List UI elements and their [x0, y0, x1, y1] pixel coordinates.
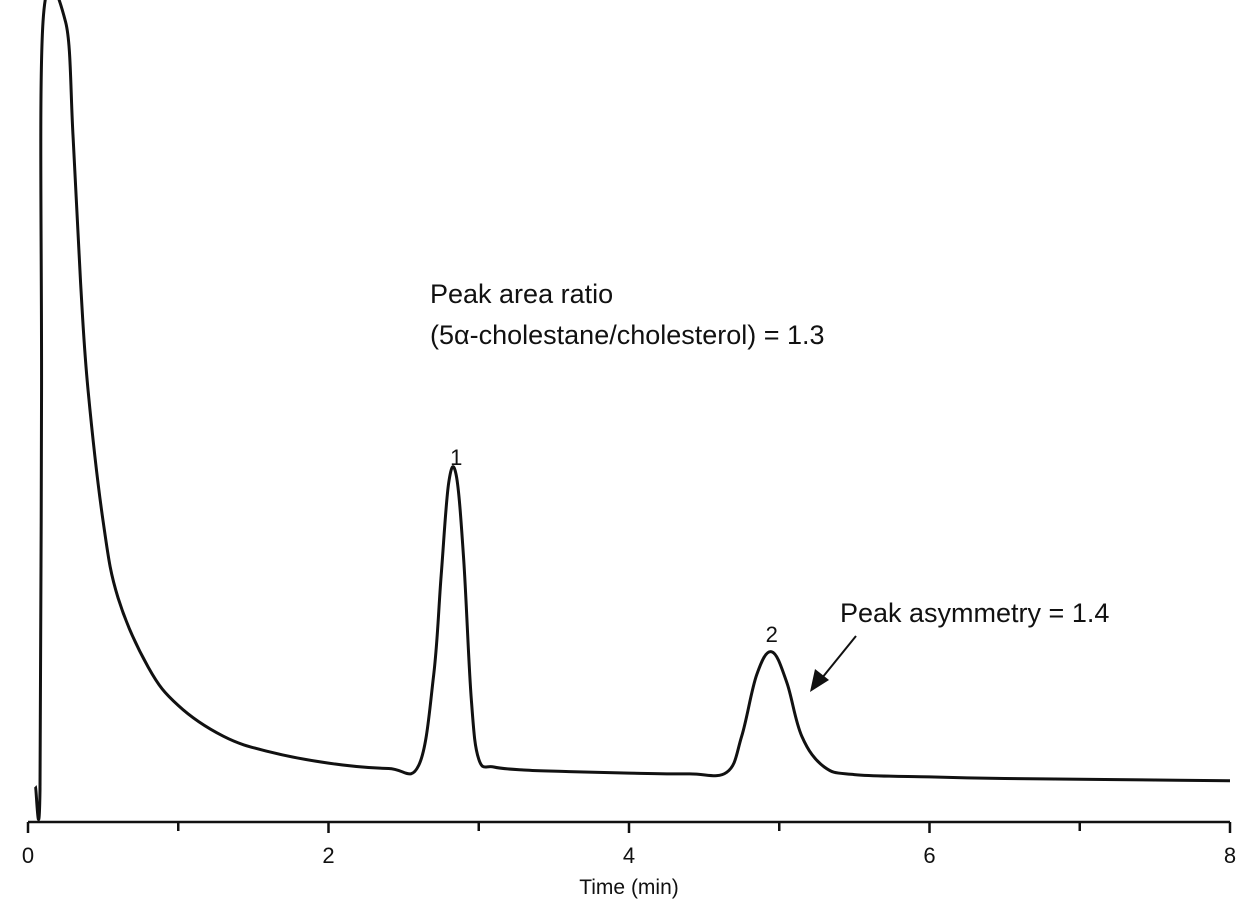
peak-label: 1 [450, 445, 462, 470]
x-tick-label: 4 [623, 843, 635, 868]
arrow-head [810, 669, 829, 692]
x-tick-label: 8 [1224, 843, 1236, 868]
x-tick-label: 6 [923, 843, 935, 868]
area-ratio-annotation-line2: (5α-cholestane/cholesterol) = 1.3 [430, 320, 825, 350]
series-line-0 [34, 0, 1231, 822]
asymmetry-annotation: Peak asymmetry = 1.4 [840, 598, 1109, 628]
asymmetry-arrow [810, 635, 857, 692]
x-axis-label: Time (min) [579, 876, 679, 899]
arrow-shaft [821, 635, 857, 679]
x-tick-label: 0 [22, 843, 34, 868]
peak-label: 2 [766, 622, 778, 647]
trace-layer [34, 0, 1231, 822]
peak-labels: 12 [450, 445, 778, 647]
area-ratio-annotation-line1: Peak area ratio [430, 279, 613, 309]
x-tick-label: 2 [322, 843, 334, 868]
x-ticks: 0 2 4 6 8 [22, 822, 1236, 868]
